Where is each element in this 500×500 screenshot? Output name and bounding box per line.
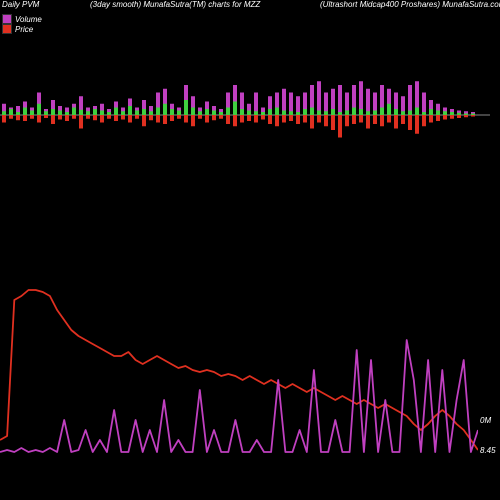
bar-chart bbox=[0, 40, 490, 190]
legend-label-volume: Volume bbox=[15, 15, 42, 24]
header-title-left: Daily PVM bbox=[2, 0, 39, 9]
legend-swatch-volume bbox=[2, 14, 12, 24]
header-title-mid: (3day smooth) MunafaSutra(TM) charts for… bbox=[90, 0, 260, 9]
legend-swatch-price bbox=[2, 24, 12, 34]
legend-label-price: Price bbox=[15, 25, 33, 34]
legend-row-price: Price bbox=[2, 24, 42, 34]
legend-row-volume: Volume bbox=[2, 14, 42, 24]
legend: Volume Price bbox=[2, 14, 42, 34]
end-label-price: 8.45 bbox=[480, 446, 496, 455]
end-label-volume: 0M bbox=[480, 416, 491, 425]
chart-header: Daily PVM (3day smooth) MunafaSutra(TM) … bbox=[0, 0, 500, 14]
chart-container: Daily PVM (3day smooth) MunafaSutra(TM) … bbox=[0, 0, 500, 500]
header-title-right: (Ultrashort Midcap400 Proshares) MunafaS… bbox=[320, 0, 500, 9]
line-chart bbox=[0, 260, 478, 460]
